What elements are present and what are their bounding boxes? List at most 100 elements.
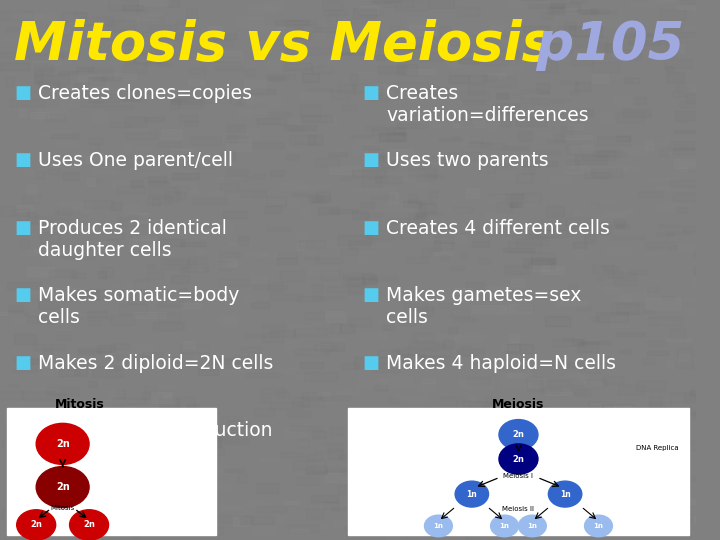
Bar xyxy=(551,3,580,12)
Bar xyxy=(93,321,122,331)
Bar xyxy=(194,468,220,471)
Text: Produces 2 identical
daughter cells: Produces 2 identical daughter cells xyxy=(38,219,227,260)
Bar xyxy=(166,478,179,487)
Bar xyxy=(264,206,281,213)
Bar xyxy=(76,0,99,7)
Bar xyxy=(272,147,298,155)
Bar xyxy=(424,92,439,97)
Bar xyxy=(76,256,85,266)
Text: 2n: 2n xyxy=(513,455,524,463)
Text: ■: ■ xyxy=(14,84,31,102)
Text: Mitosis: Mitosis xyxy=(50,504,75,511)
Bar xyxy=(248,1,263,5)
Bar xyxy=(387,132,404,141)
Bar xyxy=(635,486,662,490)
Text: Makes somatic=body
cells: Makes somatic=body cells xyxy=(38,286,240,327)
Bar xyxy=(614,219,625,226)
Bar xyxy=(544,449,562,456)
Bar xyxy=(330,529,338,536)
Bar xyxy=(477,422,508,426)
Bar xyxy=(383,325,395,330)
Bar xyxy=(449,434,462,441)
Bar xyxy=(184,341,195,348)
Bar xyxy=(210,434,238,441)
Bar xyxy=(434,228,452,236)
Bar xyxy=(277,367,297,373)
Bar xyxy=(181,303,201,308)
Bar xyxy=(676,357,696,361)
Bar xyxy=(9,6,17,16)
Bar xyxy=(171,98,187,102)
Bar xyxy=(351,135,372,138)
Bar xyxy=(91,525,102,533)
Bar xyxy=(451,35,476,45)
Bar xyxy=(74,84,88,88)
Bar xyxy=(678,348,693,358)
Bar xyxy=(464,420,495,426)
Bar xyxy=(321,522,328,529)
Bar xyxy=(167,516,183,523)
Text: 1n: 1n xyxy=(500,523,510,529)
Bar xyxy=(634,510,644,516)
Bar xyxy=(617,453,628,458)
Bar xyxy=(361,205,395,213)
Bar xyxy=(660,442,688,450)
Bar xyxy=(32,360,49,365)
Bar xyxy=(386,102,393,110)
Bar xyxy=(466,410,480,415)
Bar xyxy=(15,115,26,122)
Bar xyxy=(100,176,127,185)
Text: 1n: 1n xyxy=(528,523,537,529)
Bar xyxy=(383,487,402,493)
Bar xyxy=(207,306,220,313)
Bar xyxy=(675,25,704,31)
Bar xyxy=(688,441,697,450)
Bar xyxy=(568,14,598,22)
Bar xyxy=(464,215,497,220)
Bar xyxy=(508,202,521,206)
Bar xyxy=(439,383,454,394)
Bar xyxy=(670,44,684,53)
Bar xyxy=(166,260,197,265)
Bar xyxy=(63,382,89,386)
Bar xyxy=(326,114,336,122)
Bar xyxy=(430,193,444,198)
Bar xyxy=(104,283,130,289)
Bar xyxy=(1,62,30,70)
Bar xyxy=(650,531,659,535)
Bar xyxy=(277,253,296,258)
Bar xyxy=(48,528,81,537)
Bar xyxy=(262,333,284,342)
Bar xyxy=(123,63,145,73)
Text: ■: ■ xyxy=(14,219,31,237)
Bar xyxy=(37,108,67,117)
Bar xyxy=(503,22,536,30)
Bar xyxy=(267,227,290,231)
Bar xyxy=(65,526,96,531)
Bar xyxy=(116,500,142,508)
Text: Meiosis: Meiosis xyxy=(492,399,544,411)
Bar xyxy=(394,45,412,50)
Bar xyxy=(432,156,444,160)
Bar xyxy=(294,107,321,111)
Bar xyxy=(105,28,122,36)
Bar xyxy=(568,124,582,129)
Bar xyxy=(598,468,618,474)
Bar xyxy=(379,423,402,428)
Bar xyxy=(565,19,581,29)
Bar xyxy=(123,371,133,381)
Bar xyxy=(98,242,108,245)
Bar xyxy=(648,80,673,86)
Bar xyxy=(411,37,441,47)
Bar xyxy=(345,526,361,530)
Bar xyxy=(566,219,590,227)
Bar xyxy=(227,124,245,132)
Bar xyxy=(352,144,382,153)
Bar xyxy=(151,392,172,403)
Bar xyxy=(531,253,557,263)
Bar xyxy=(290,15,298,20)
Text: p105: p105 xyxy=(518,19,685,71)
Bar xyxy=(675,6,699,9)
Bar xyxy=(509,38,540,49)
Bar xyxy=(232,63,264,73)
